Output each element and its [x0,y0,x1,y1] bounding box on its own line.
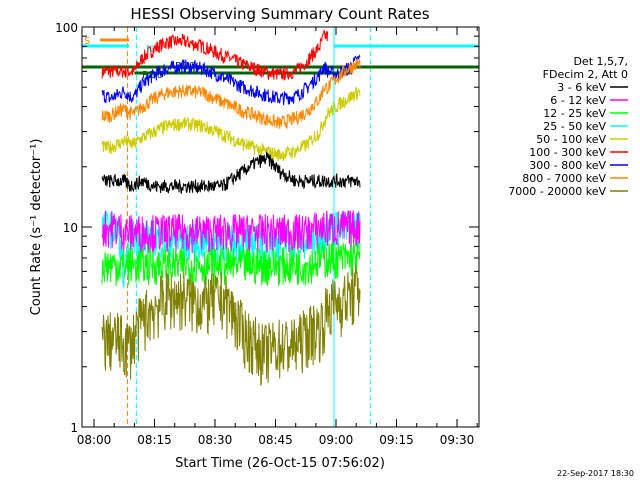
x-axis-label: Start Time (26-Oct-15 07:56:02) [175,456,385,471]
y-tick-label: 1 [70,421,78,435]
series-path [101,86,361,162]
annotation-label: N [146,44,153,55]
legend-entry-label: 3 - 6 keV [557,81,606,94]
series-line [101,241,361,287]
series-line [101,266,361,386]
series-path [101,57,361,130]
series-path [101,54,361,106]
y-axis-label: Count Rate (s⁻¹ detector⁻¹) [29,139,44,316]
x-tick-label: 08:15 [137,433,172,447]
legend-entry-label: 12 - 25 keV [543,107,606,120]
x-tick-label: 08:30 [198,433,233,447]
legend-entry-label: 300 - 800 keV [529,159,606,172]
y-tick-label: 10 [63,221,78,235]
series-path [101,266,361,386]
legend-entry-label: 100 - 300 keV [529,146,606,159]
series-path [101,210,361,254]
legend-entry-label: 7000 - 20000 keV [508,185,606,198]
series-path [101,241,361,287]
chart-title: HESSI Observing Summary Count Rates [130,5,429,23]
legend-entry-label: 25 - 50 keV [543,120,606,133]
annotation-label: S [84,36,90,47]
series-line [101,54,361,106]
series-line [101,86,361,162]
legend-entry-label: 800 - 7000 keV [522,172,606,185]
series-line [101,29,329,81]
x-tick-label: 08:45 [258,433,293,447]
series-line [101,151,361,195]
series-line [101,210,361,254]
series-line [101,57,361,130]
series-path [101,151,361,195]
x-tick-label: 08:00 [77,433,112,447]
footer-date: 22-Sep-2017 18:30 [557,469,634,478]
legend-header-2: FDecim 2, Att 0 [543,68,628,81]
series-path [101,29,329,81]
x-tick-label: 09:15 [379,433,414,447]
legend-entry-label: 50 - 100 keV [536,133,606,146]
x-tick-label: 09:00 [319,433,354,447]
annotation-label: RD6 [142,70,163,81]
x-tick-label: 09:30 [440,433,475,447]
y-tick-label: 100 [55,21,78,35]
legend-entry-label: 6 - 12 keV [550,94,606,107]
legend-header-1: Det 1,5,7, [573,55,628,68]
